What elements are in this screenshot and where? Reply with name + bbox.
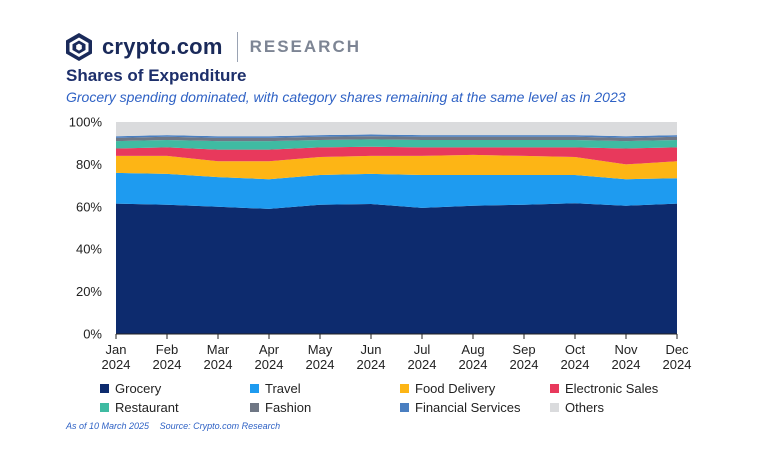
legend-swatch [100,403,109,412]
header-divider [236,32,238,62]
x-tick-label: Jan 2024 [102,342,131,372]
area-financial-services [116,134,677,138]
area-grocery [116,203,677,334]
area-fashion [116,136,677,142]
x-axis-ticks: Jan 2024 Feb 2024 Mar 2024 Apr 2024 May 2024 Jun 20… [102,334,692,372]
legend-label: Financial Services [415,400,521,415]
x-tick-label: Sep 2024 [510,342,539,372]
x-tick-label: Jun 2024 [357,342,386,372]
y-tick-label: 40% [76,242,102,257]
x-tick-label: Jul 2024 [408,342,437,372]
brand-name: crypto.com [102,34,223,59]
footnote: As of 10 March 2025 Source: Crypto.com R… [66,421,288,431]
x-tick-label: May 2024 [306,342,335,372]
legend-item-others: Others [550,400,604,415]
legend-item-restaurant: Restaurant [100,400,179,415]
header: crypto.com RESEARCH [64,30,361,64]
legend-swatch [100,384,109,393]
legend-item-financial-services: Financial Services [400,400,521,415]
y-tick-label: 20% [76,284,102,299]
section-label: RESEARCH [249,37,361,56]
x-tick-label: Nov 2024 [612,342,641,372]
legend-swatch [550,384,559,393]
legend-label: Food Delivery [415,381,496,396]
legend-item-grocery: Grocery [100,381,161,396]
legend-label: Grocery [115,381,162,396]
legend-swatch [250,403,259,412]
legend-label: Travel [265,381,301,396]
legend-swatch [400,403,409,412]
x-tick-label: Aug 2024 [459,342,488,372]
x-tick-label: Mar 2024 [204,342,233,372]
x-tick-label: Dec 2024 [663,342,692,372]
x-tick-label: Oct 2024 [561,342,590,372]
area-travel [116,172,677,209]
crypto-com-shield-icon [66,33,92,61]
legend-item-fashion: Fashion [250,400,311,415]
area-restaurant [116,139,677,150]
y-tick-label: 80% [76,157,102,172]
legend-label: Electronic Sales [565,381,659,396]
y-axis-ticks: 0% 20% 40% 60% 80% 100% [69,115,103,342]
legend-swatch [400,384,409,393]
as-of-date: As of 10 March 2025 [66,421,150,431]
legend-item-travel: Travel [250,381,301,396]
legend-swatch [550,403,559,412]
legend-label: Fashion [265,400,312,415]
source-note: Source: Crypto.com Research [159,421,281,431]
chart-areas [116,122,677,334]
area-others [116,122,677,137]
y-tick-label: 100% [69,115,103,130]
legend-label: Others [565,400,605,415]
y-tick-label: 60% [76,199,102,214]
y-tick-label: 0% [83,327,102,342]
x-tick-label: Feb 2024 [153,342,182,372]
area-electronic-sales [116,146,677,165]
chart-subtitle: Grocery spending dominated, with categor… [66,89,626,105]
area-food-delivery [116,154,677,180]
legend-item-electronic-sales: Electronic Sales [550,381,658,396]
legend-label: Restaurant [115,400,179,415]
x-tick-label: Apr 2024 [255,342,284,372]
legend-swatch [250,384,259,393]
legend-item-food-delivery: Food Delivery [400,381,495,396]
chart-title: Shares of Expenditure [66,66,247,85]
